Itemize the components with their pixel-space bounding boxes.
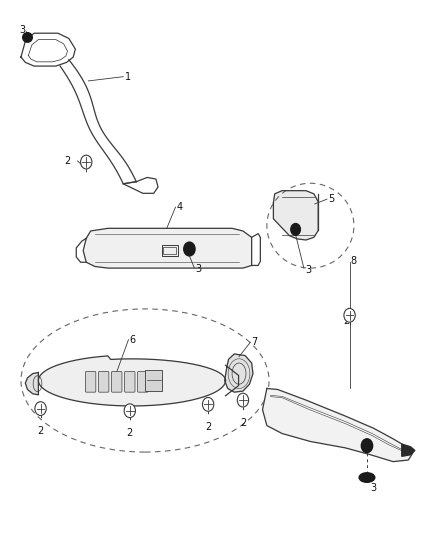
Circle shape xyxy=(81,155,92,169)
Text: 2: 2 xyxy=(343,316,350,326)
Circle shape xyxy=(237,393,249,407)
Circle shape xyxy=(361,439,373,453)
Ellipse shape xyxy=(359,473,375,482)
Text: 8: 8 xyxy=(351,256,357,266)
Text: 2: 2 xyxy=(64,156,70,166)
Text: 2: 2 xyxy=(127,428,133,438)
Polygon shape xyxy=(25,373,39,395)
Text: 3: 3 xyxy=(305,265,311,275)
Bar xyxy=(163,247,177,254)
FancyBboxPatch shape xyxy=(138,372,148,392)
FancyBboxPatch shape xyxy=(124,372,135,392)
FancyBboxPatch shape xyxy=(112,372,122,392)
Circle shape xyxy=(291,223,300,235)
Text: 4: 4 xyxy=(177,202,183,212)
Ellipse shape xyxy=(23,33,32,42)
Text: 1: 1 xyxy=(124,71,131,82)
Text: 3: 3 xyxy=(20,25,26,35)
Polygon shape xyxy=(225,354,253,392)
Text: 2: 2 xyxy=(205,422,211,432)
Text: 2: 2 xyxy=(37,426,44,436)
Polygon shape xyxy=(39,356,226,406)
Circle shape xyxy=(344,309,355,322)
Text: 6: 6 xyxy=(130,335,136,345)
Circle shape xyxy=(202,398,214,411)
Polygon shape xyxy=(83,228,252,268)
Polygon shape xyxy=(273,191,318,240)
Text: 2: 2 xyxy=(240,418,246,428)
Polygon shape xyxy=(262,389,413,462)
FancyBboxPatch shape xyxy=(85,372,96,392)
Circle shape xyxy=(124,404,135,418)
Text: 5: 5 xyxy=(328,194,335,204)
Circle shape xyxy=(35,402,46,416)
Text: 7: 7 xyxy=(252,337,258,348)
Text: 3: 3 xyxy=(195,264,201,274)
Circle shape xyxy=(184,242,195,256)
Polygon shape xyxy=(402,444,415,456)
Text: 3: 3 xyxy=(371,483,377,493)
Bar xyxy=(145,370,162,391)
Bar xyxy=(162,245,178,256)
FancyBboxPatch shape xyxy=(99,372,109,392)
